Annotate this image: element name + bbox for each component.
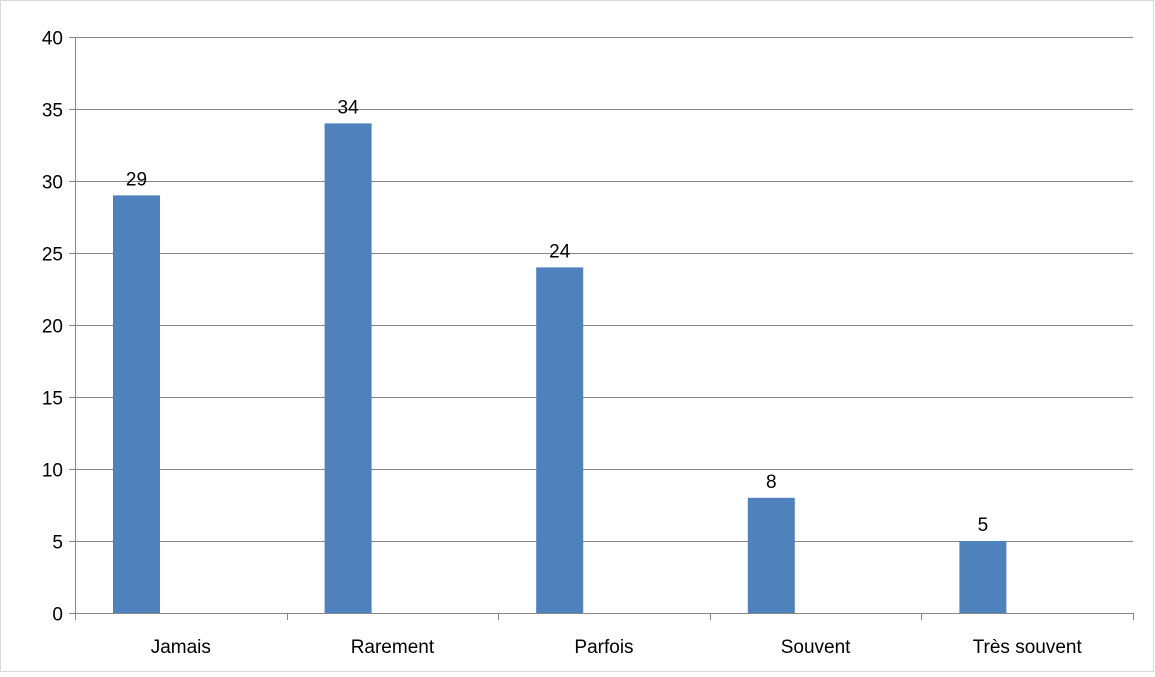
bars — [113, 123, 1007, 614]
bar-très-souvent — [959, 541, 1007, 613]
axes: 0 5 10 15 20 25 30 35 40 Jamais Rarement Parfois Sou… — [42, 29, 1134, 658]
x-category-label: Souvent — [781, 637, 851, 658]
bar-value-label: 8 — [766, 472, 777, 493]
bar-jamais — [113, 195, 160, 613]
y-tick-label: 35 — [42, 101, 63, 122]
x-category-label: Très souvent — [973, 637, 1083, 658]
x-category-label: Jamais — [151, 637, 211, 658]
bar-rarement — [324, 123, 372, 614]
data-labels: 29 34 24 8 5 — [126, 97, 988, 536]
bar-souvent — [747, 497, 795, 613]
gridlines — [75, 37, 1133, 542]
bar-value-label: 34 — [338, 97, 360, 118]
y-tick-label: 5 — [52, 533, 63, 554]
x-category-label: Parfois — [574, 637, 633, 658]
x-category-label: Rarement — [351, 637, 435, 658]
y-tick-label: 20 — [42, 317, 63, 338]
y-tick-label: 25 — [42, 245, 63, 266]
y-tick-label: 10 — [42, 461, 63, 482]
y-tick-label: 0 — [52, 605, 63, 626]
y-tick-label: 15 — [42, 389, 63, 410]
bar-parfois — [536, 267, 584, 613]
bar-value-label: 24 — [549, 241, 571, 262]
bar-value-label: 29 — [126, 169, 147, 190]
bar-value-label: 5 — [978, 515, 989, 536]
y-tick-label: 30 — [42, 173, 63, 194]
y-tick-label: 40 — [42, 29, 63, 50]
